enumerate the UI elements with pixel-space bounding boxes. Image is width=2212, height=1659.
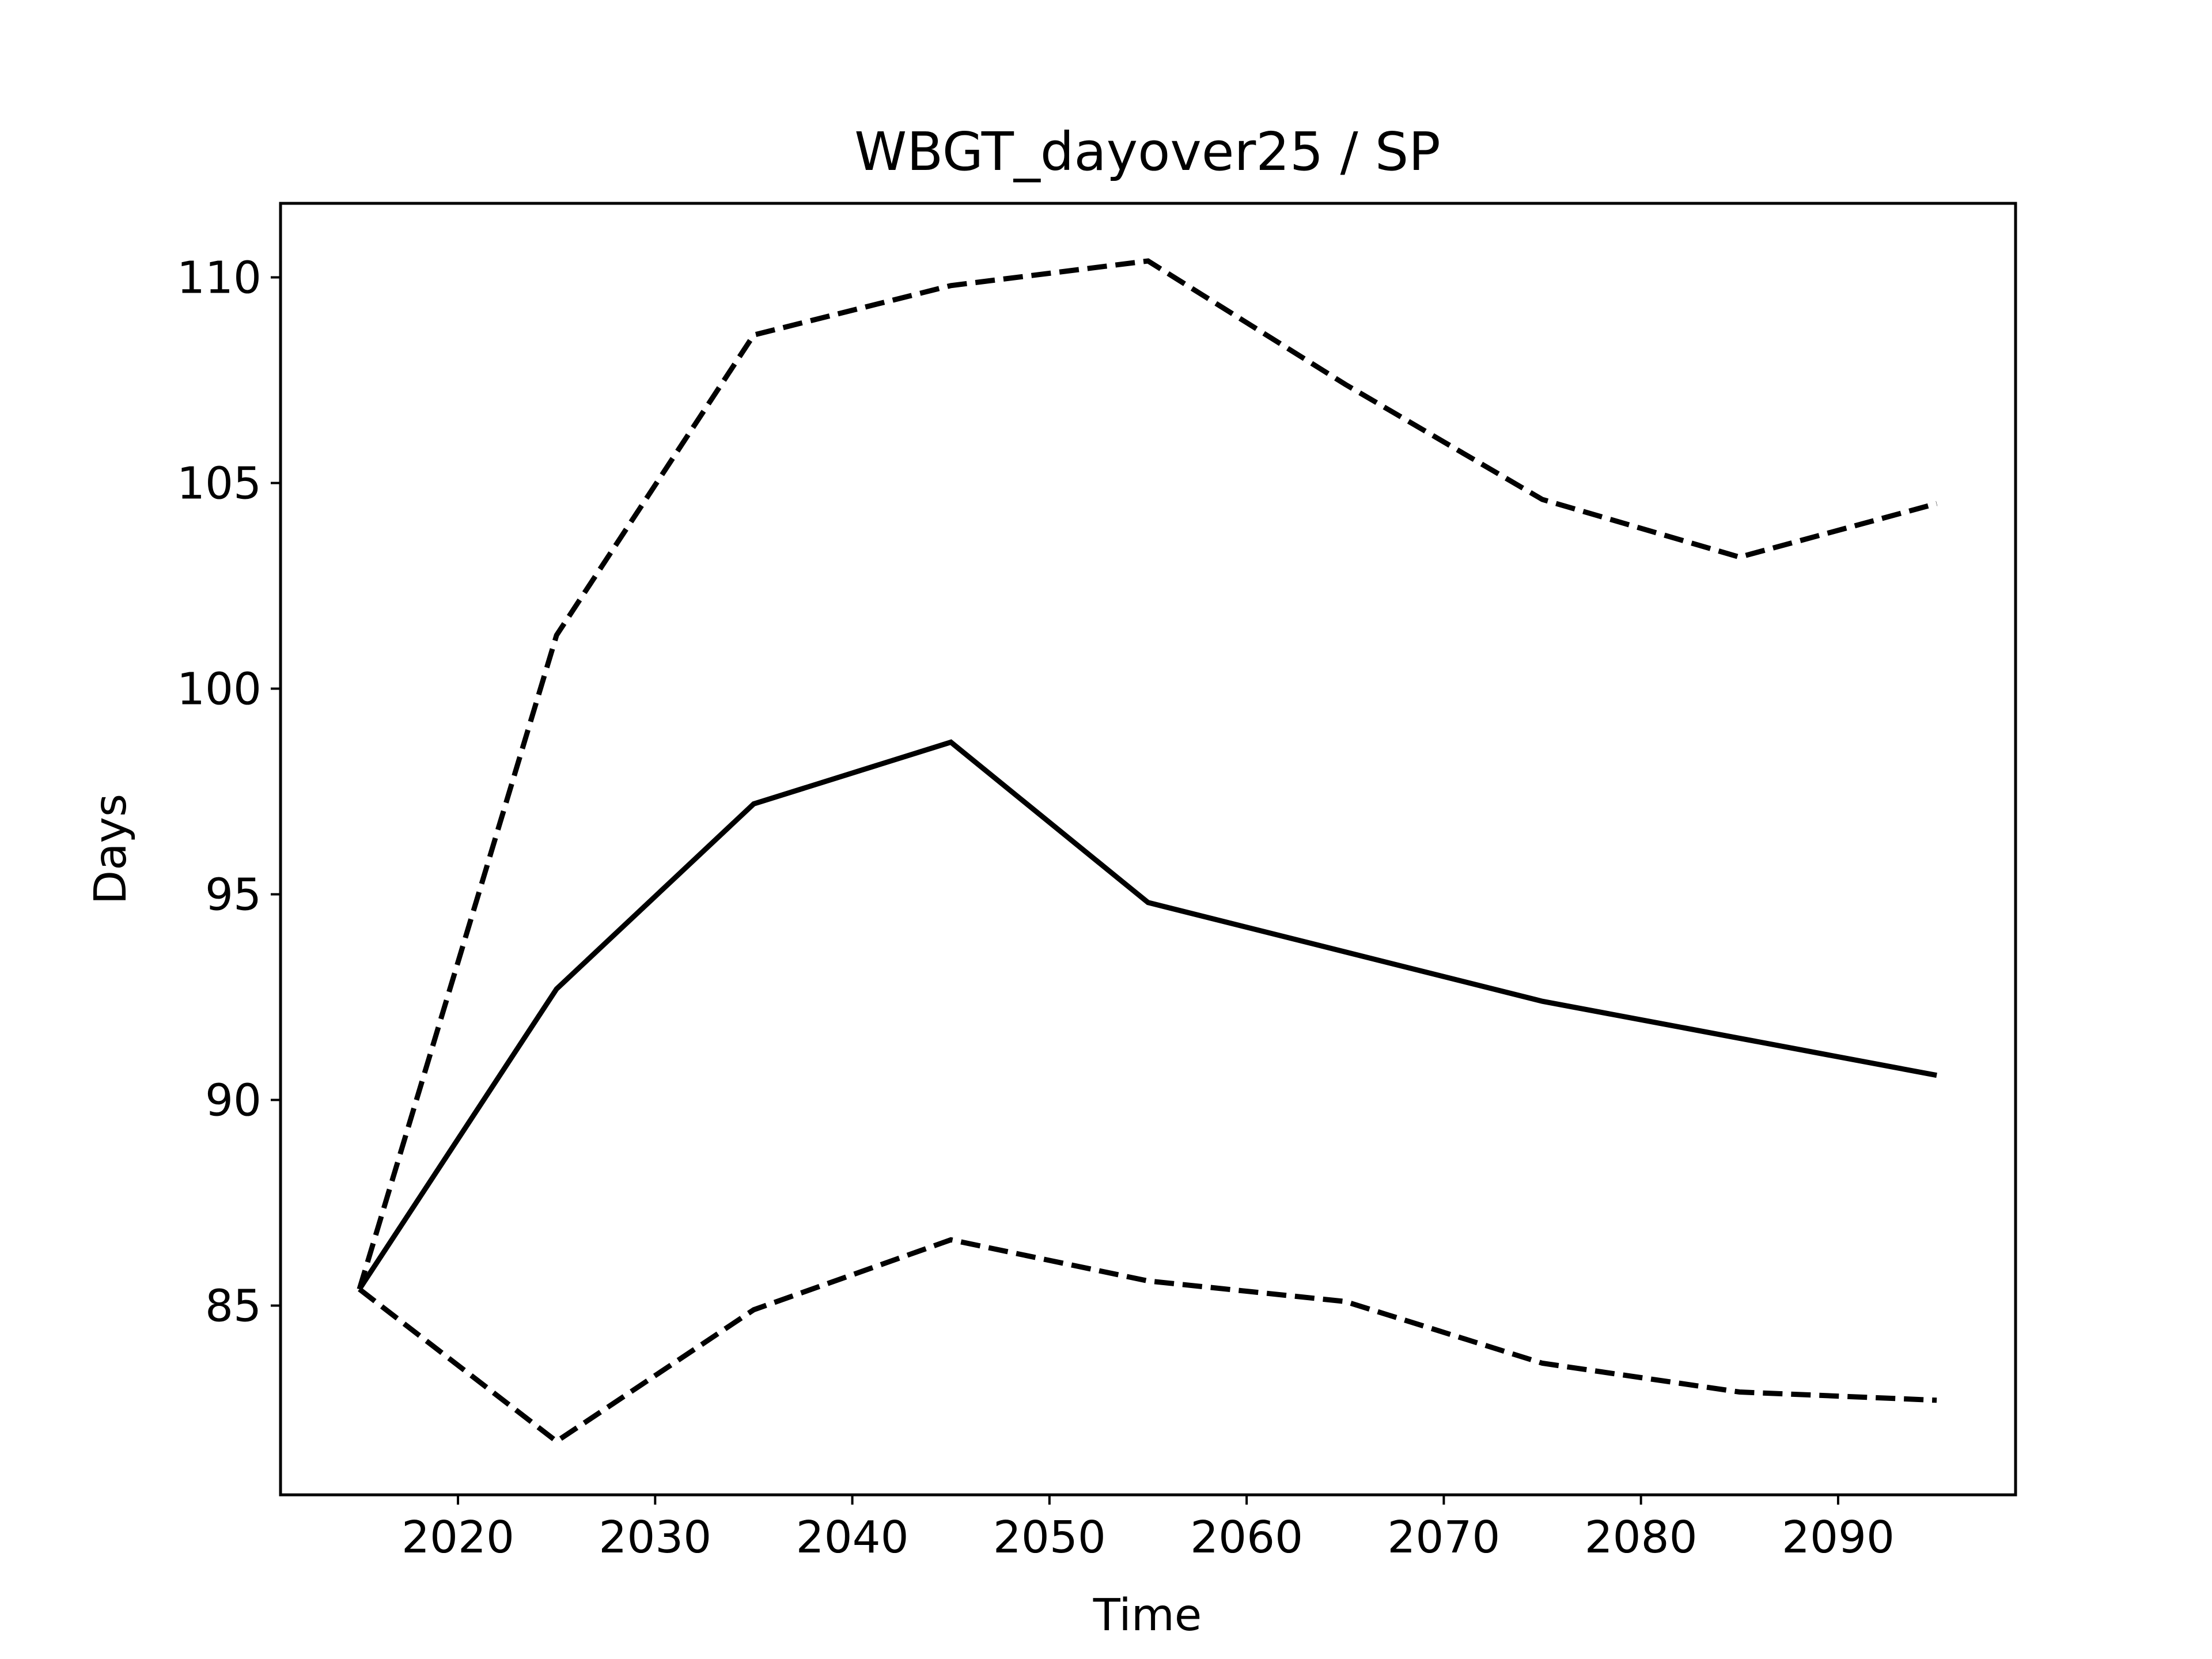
plot-frame: [279, 202, 2017, 1497]
y-tick-label: 90: [205, 1075, 262, 1127]
x-tick-label: 2020: [402, 1512, 514, 1563]
series-layer: [357, 258, 1938, 1445]
chart-title: WBGT_dayover25 / SP: [854, 121, 1440, 183]
x-tick-label: 2070: [1387, 1512, 1500, 1563]
x-tick-label: 2030: [599, 1512, 711, 1563]
x-tick-label: 2060: [1190, 1512, 1303, 1563]
x-tick-label: 2040: [796, 1512, 909, 1563]
series-line-1: [357, 258, 1938, 1290]
y-tick-label: 85: [205, 1281, 262, 1332]
series-line-2: [357, 739, 1937, 1291]
y-tick-label: 110: [177, 253, 262, 304]
x-tick-label: 2090: [1782, 1512, 1895, 1563]
x-axis: 2020 2030 2040 2050 2060 2070 2080 2090: [402, 1495, 1895, 1563]
y-axis-label: Days: [85, 794, 137, 904]
y-tick-label: 105: [177, 459, 262, 510]
x-axis-label: Time: [1093, 1590, 1202, 1641]
y-tick-label: 100: [177, 664, 262, 715]
y-axis: 85 90 95 100 105 110: [177, 253, 281, 1332]
x-tick-label: 2080: [1585, 1512, 1698, 1563]
y-tick-label: 95: [205, 870, 262, 921]
x-tick-label: 2050: [993, 1512, 1106, 1563]
series-line-3: [358, 1237, 1937, 1445]
